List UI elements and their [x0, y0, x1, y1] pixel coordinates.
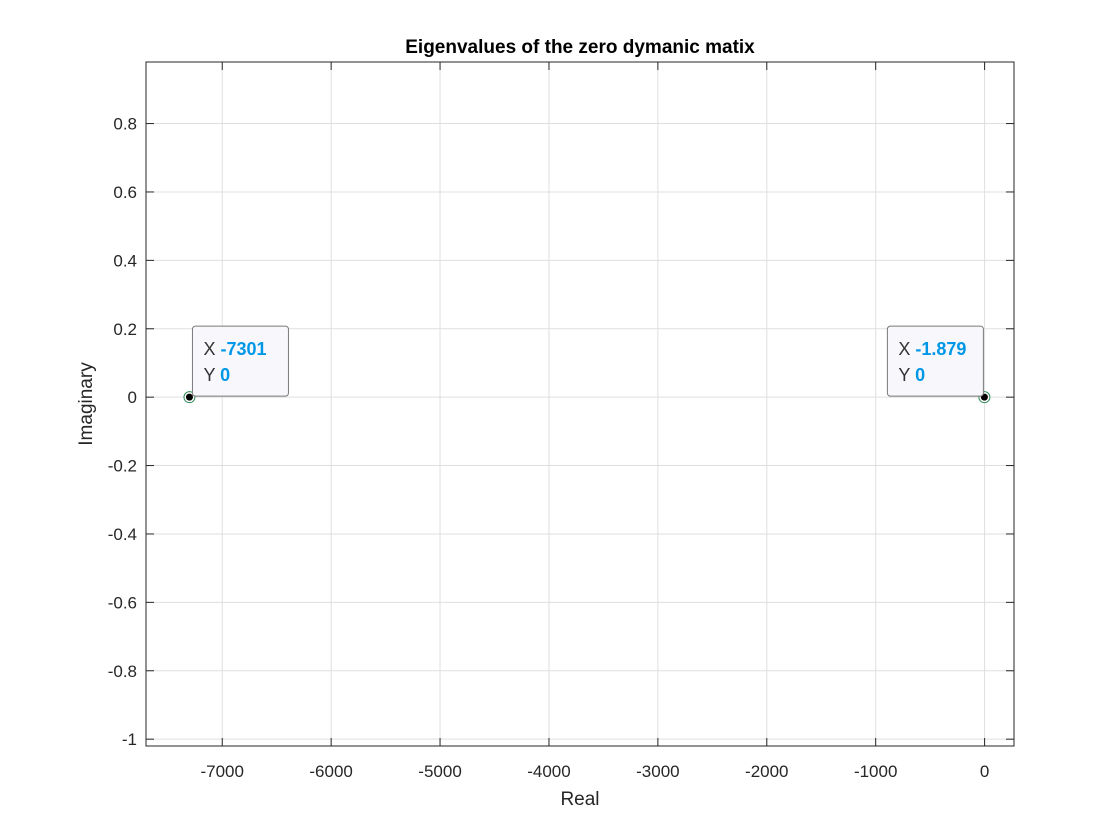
x-tick-label: -7000	[200, 762, 243, 781]
y-tick-label: 0.6	[113, 183, 137, 202]
y-tick-label: 0	[128, 388, 137, 407]
axis-ticks	[146, 62, 1014, 746]
datatip-y-key: Y	[898, 365, 915, 385]
y-tick-label: 0.2	[113, 320, 137, 339]
datatip-y-value: 0	[915, 365, 925, 385]
datatip-x-row: X -1.879	[898, 339, 966, 359]
datatip-x-value: -1.879	[915, 339, 966, 359]
axes-background	[146, 62, 1014, 746]
chart-title: Eigenvalues of the zero dymanic matix	[405, 37, 755, 58]
x-axis-title: Real	[560, 789, 599, 810]
y-axis-title: Imaginary	[76, 362, 97, 446]
data-point-marker	[185, 393, 193, 401]
datatip-y-value: 0	[220, 365, 230, 385]
x-tick-label: 0	[980, 762, 989, 781]
datatip-box	[191, 325, 289, 397]
datatip-y-row: Y 0	[203, 365, 230, 385]
y-tick-label: -0.2	[108, 457, 137, 476]
datatip-y-row: Y 0	[898, 365, 925, 385]
y-tick-label: 0.8	[113, 115, 137, 134]
axes-box	[145, 61, 1015, 747]
y-tick-label: 0.4	[113, 251, 137, 270]
x-tick-label: -6000	[309, 762, 352, 781]
y-tick-label: -1	[122, 730, 137, 749]
datatip-box	[886, 325, 984, 397]
tick-labels: -7000 -6000 -5000 -4000 -3000 -2000 -1000 0 -1 -0…	[108, 115, 990, 781]
x-tick-label: -3000	[636, 762, 679, 781]
datatip-x-value: -7301	[220, 339, 266, 359]
y-tick-label: -0.8	[108, 662, 137, 681]
datatip-x-row: X -7301	[203, 339, 266, 359]
y-tick-label: -0.6	[108, 593, 137, 612]
datatip-x-key: X	[203, 339, 220, 359]
x-tick-label: -2000	[745, 762, 788, 781]
datatip-x-key: X	[898, 339, 915, 359]
x-tick-label: -4000	[527, 762, 570, 781]
x-tick-label: -1000	[854, 762, 897, 781]
y-tick-label: -0.4	[108, 525, 137, 544]
grid-lines	[146, 62, 1014, 746]
datatip-y-key: Y	[203, 365, 220, 385]
plot-area[interactable]: -7000 -6000 -5000 -4000 -3000 -2000 -1000 0 -1 -0…	[108, 61, 1015, 781]
x-tick-label: -5000	[418, 762, 461, 781]
